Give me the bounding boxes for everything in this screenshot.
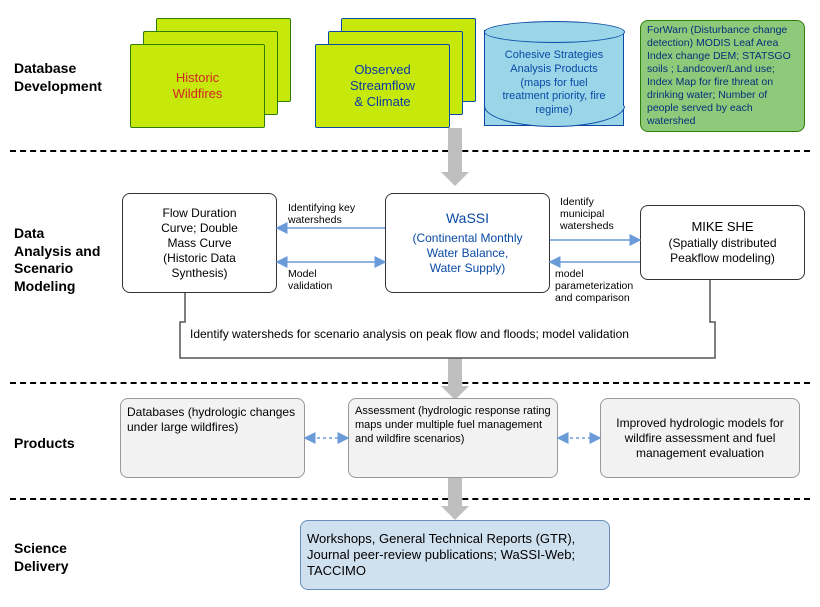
- product-improved-models: Improved hydrologic models for wildfire …: [600, 398, 800, 478]
- arrow-analysis-to-products: [448, 358, 462, 386]
- label-identify-municipal: Identify municipal watersheds: [560, 196, 614, 232]
- cohesive-cylinder: Cohesive Strategies Analysis Products (m…: [484, 30, 624, 126]
- row-label-db: Database Development: [14, 60, 102, 95]
- wassi-sub: (Continental Monthly Water Balance, Wate…: [412, 231, 522, 276]
- cohesive-label: Cohesive Strategies Analysis Products (m…: [493, 49, 615, 118]
- arrow-products-to-delivery: [448, 478, 462, 506]
- divider-2: [10, 382, 810, 384]
- divider-1: [10, 150, 810, 152]
- row-label-analysis: Data Analysis and Scenario Modeling: [14, 225, 100, 295]
- observed-card: Observed Streamflow & Climate: [315, 44, 450, 128]
- historic-card: Historic Wildfires: [130, 44, 265, 128]
- row-label-delivery: Science Delivery: [14, 540, 68, 575]
- forwarn-box: ForWarn (Disturbance change detection) M…: [640, 20, 805, 132]
- wassi-title: WaSSI: [446, 210, 489, 228]
- forwarn-label: ForWarn (Disturbance change detection) M…: [647, 24, 798, 129]
- product-assessment: Assessment (hydrologic response rating m…: [348, 398, 558, 478]
- label-model-validation: Model validation: [288, 268, 332, 292]
- row-label-products: Products: [14, 435, 75, 453]
- label-model-param: model parameterization and comparison: [555, 268, 633, 304]
- product-databases: Databases (hydrologic changes under larg…: [120, 398, 305, 478]
- mikeshe-sub: (Spatially distributed Peakflow modeling…: [668, 236, 776, 266]
- arrow-db-to-analysis: [448, 128, 462, 172]
- identify-watersheds-label: Identify watersheds for scenario analysi…: [190, 328, 700, 342]
- delivery-box: Workshops, General Technical Reports (GT…: [300, 520, 610, 590]
- divider-3: [10, 498, 810, 500]
- mikeshe-title: MIKE SHE: [691, 219, 753, 235]
- label-identifying-key: Identifying key watersheds: [288, 202, 355, 226]
- fdc-box: Flow Duration Curve; Double Mass Curve (…: [122, 193, 277, 293]
- mikeshe-box: MIKE SHE (Spatially distributed Peakflow…: [640, 205, 805, 280]
- wassi-box: WaSSI (Continental Monthly Water Balance…: [385, 193, 550, 293]
